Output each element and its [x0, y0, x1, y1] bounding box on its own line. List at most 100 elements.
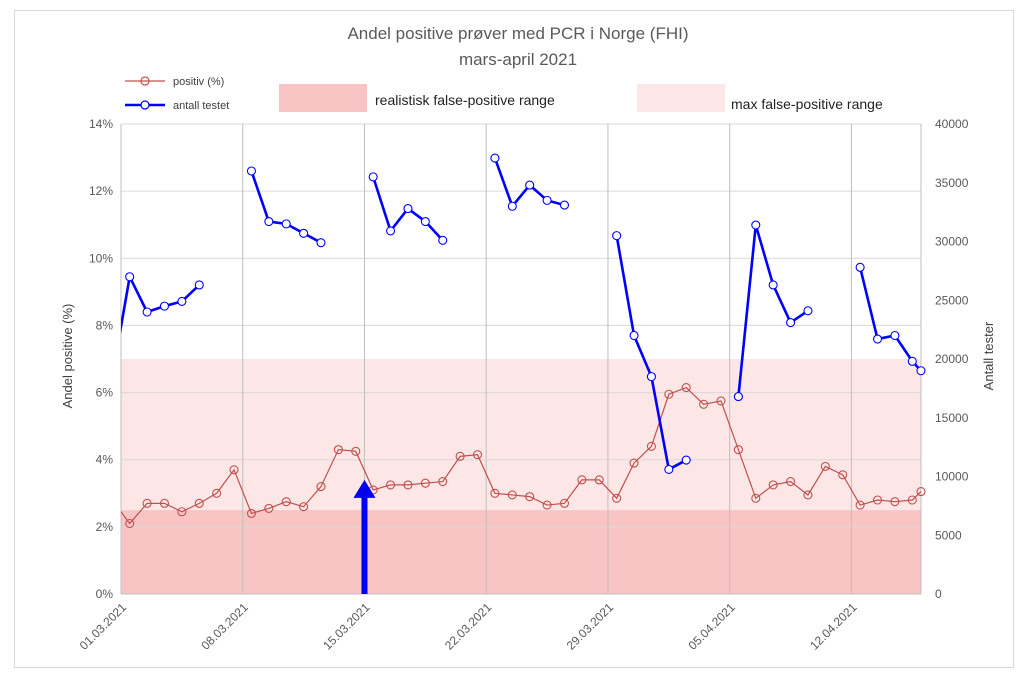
y-right-tick-2: 10000 — [935, 470, 969, 484]
chart-title: Andel positive prøver med PCR i Norge (F… — [347, 24, 688, 43]
y-right-tick-4: 20000 — [935, 352, 969, 366]
plot-area: 0% 2% 4% 6% 8% 10% 12% 14% 0 5000 10000 15000 20000 2… — [77, 117, 969, 653]
positiv-point-43 — [855, 500, 865, 510]
positiv-point-9 — [264, 503, 274, 513]
antall-point-1-4 — [316, 238, 326, 248]
antall-point-5-4 — [803, 306, 813, 316]
antall-point-6-1 — [872, 334, 883, 344]
positiv-point-4 — [177, 507, 187, 517]
positiv-point-39 — [786, 476, 796, 487]
chart-subtitle: mars-april 2021 — [459, 50, 577, 69]
positiv-point-41 — [820, 461, 830, 471]
antall-point-6-3 — [907, 356, 917, 366]
antall-point-2-3 — [420, 216, 430, 227]
positiv-point-1 — [125, 518, 135, 529]
positiv-point-31 — [646, 441, 656, 451]
antall-point-6-0 — [855, 262, 865, 272]
legend-positiv: positiv (%) — [125, 76, 224, 88]
positiv-point-8 — [246, 508, 256, 518]
positiv-point-5 — [194, 498, 204, 508]
positiv-point-46 — [907, 495, 917, 505]
antall-point-6-2 — [890, 330, 900, 341]
positiv-point-37 — [751, 493, 761, 503]
positiv-point-11 — [299, 502, 309, 512]
legend-realistic-band-label: realistisk false-positive range — [375, 92, 555, 108]
x-tick-4: 29.03.2021 — [564, 600, 617, 653]
positiv-point-35 — [716, 396, 726, 406]
positiv-point-40 — [803, 490, 813, 500]
positiv-point-33 — [681, 382, 691, 393]
antall-point-2-2 — [403, 204, 413, 214]
positiv-point-28 — [594, 475, 604, 485]
positiv-point-13 — [333, 445, 343, 455]
antall-point-4-4 — [681, 455, 691, 465]
y-right-tick-7: 35000 — [935, 176, 969, 190]
legend-max-band: max false-positive range — [637, 84, 883, 112]
positiv-point-25 — [542, 500, 552, 510]
antall-point-0-4 — [177, 296, 187, 306]
y-right-tick-1: 5000 — [935, 528, 962, 542]
y-left-tick-4: 8% — [96, 318, 114, 332]
positiv-point-12 — [316, 482, 326, 492]
antall-point-1-2 — [281, 219, 291, 229]
positiv-point-7 — [229, 465, 239, 475]
legend-antall: antall testet — [125, 100, 229, 112]
positiv-point-36 — [733, 445, 743, 455]
antall-point-5-1 — [751, 220, 761, 230]
positiv-point-34 — [699, 399, 709, 409]
positiv-point-23 — [507, 490, 517, 500]
legend-max-band-label: max false-positive range — [731, 96, 883, 112]
x-tick-0: 01.03.2021 — [77, 600, 130, 653]
positiv-point-47 — [916, 487, 926, 497]
y-left-tick-1: 2% — [96, 520, 114, 534]
y-right-tick-6: 30000 — [935, 235, 969, 249]
antall-point-0-3 — [159, 301, 170, 311]
antall-point-3-3 — [542, 195, 552, 205]
antall-point-3-1 — [507, 201, 517, 211]
positiv-point-16 — [386, 480, 396, 490]
antall-point-6-4 — [916, 366, 926, 376]
band-0 — [121, 510, 921, 594]
y-left-tick-6: 12% — [89, 184, 113, 198]
antall-point-1-0 — [246, 166, 256, 176]
chart-frame: Andel positive prøver med PCR i Norge (F… — [14, 10, 1014, 668]
y-right-tick-8: 40000 — [935, 117, 969, 131]
antall-point-0-2 — [142, 307, 152, 317]
x-tick-5: 05.04.2021 — [685, 600, 738, 653]
positiv-point-30 — [629, 458, 639, 468]
y-axis-right-label: Antall tester — [981, 321, 996, 390]
positiv-point-14 — [351, 446, 361, 456]
positiv-point-45 — [890, 497, 900, 507]
legend-positiv-label: positiv (%) — [173, 76, 224, 88]
antall-point-2-1 — [386, 226, 396, 236]
positiv-point-26 — [559, 498, 570, 508]
y-right-tick-0: 0 — [935, 587, 942, 601]
positiv-point-27 — [577, 475, 587, 485]
positiv-point-19 — [438, 476, 448, 487]
antall-point-4-3 — [664, 464, 674, 475]
positiv-point-29 — [612, 493, 622, 503]
positiv-point-21 — [472, 450, 483, 460]
y-left-tick-7: 14% — [89, 117, 113, 131]
antall-point-0-1 — [125, 272, 135, 282]
antall-point-2-4 — [438, 235, 448, 245]
antall-point-3-0 — [490, 153, 500, 163]
x-tick-3: 22.03.2021 — [442, 600, 495, 653]
y-left-tick-5: 10% — [89, 251, 113, 265]
y-right-tick-5: 25000 — [935, 293, 969, 307]
series-antall-segment-6 — [858, 267, 921, 372]
antall-point-2-0 — [368, 172, 378, 182]
x-tick-2: 15.03.2021 — [320, 600, 373, 653]
positiv-point-10 — [281, 497, 291, 507]
positiv-point-42 — [838, 470, 848, 480]
line-chart: Andel positive prøver med PCR i Norge (F… — [60, 24, 996, 653]
positiv-point-18 — [420, 478, 430, 488]
antall-point-1-3 — [299, 228, 309, 238]
positiv-point-3 — [159, 498, 170, 508]
positiv-point-20 — [455, 451, 465, 461]
y-left-tick-3: 6% — [96, 386, 114, 400]
antall-point-4-1 — [629, 330, 639, 341]
antall-point-5-3 — [786, 318, 796, 328]
y-left-tick-0: 0% — [96, 587, 114, 601]
antall-point-4-2 — [646, 372, 656, 382]
